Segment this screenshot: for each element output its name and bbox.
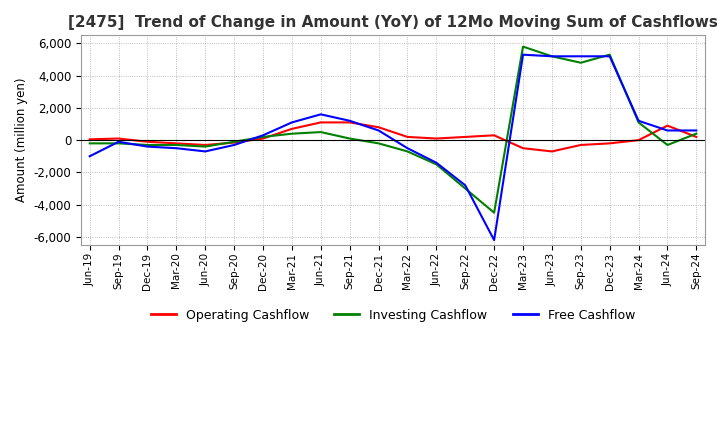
Investing Cashflow [374,141,383,146]
Investing Cashflow [663,143,672,148]
Operating Cashflow [518,146,527,151]
Free Cashflow [258,133,267,138]
Free Cashflow [374,128,383,133]
Investing Cashflow [258,134,267,139]
Investing Cashflow [86,141,94,146]
Investing Cashflow [403,149,412,154]
Y-axis label: Amount (million yen): Amount (million yen) [15,78,28,202]
Free Cashflow [403,146,412,151]
Free Cashflow [663,128,672,133]
Operating Cashflow [577,143,585,148]
Free Cashflow [548,54,557,59]
Operating Cashflow [258,136,267,141]
Legend: Operating Cashflow, Investing Cashflow, Free Cashflow: Operating Cashflow, Investing Cashflow, … [146,304,640,327]
Investing Cashflow [577,60,585,66]
Investing Cashflow [287,131,296,136]
Free Cashflow [518,52,527,57]
Free Cashflow [287,120,296,125]
Operating Cashflow [490,133,498,138]
Operating Cashflow [114,136,123,141]
Investing Cashflow [432,161,441,167]
Investing Cashflow [230,139,238,144]
Investing Cashflow [461,186,469,191]
Free Cashflow [432,160,441,165]
Investing Cashflow [114,141,123,146]
Operating Cashflow [634,138,643,143]
Investing Cashflow [201,144,210,149]
Investing Cashflow [548,54,557,59]
Free Cashflow [346,118,354,124]
Investing Cashflow [692,131,701,136]
Free Cashflow [490,238,498,243]
Free Cashflow [230,143,238,148]
Investing Cashflow [317,129,325,135]
Investing Cashflow [606,52,614,57]
Line: Investing Cashflow: Investing Cashflow [90,47,696,213]
Free Cashflow [143,144,152,149]
Investing Cashflow [143,143,152,148]
Free Cashflow [201,149,210,154]
Operating Cashflow [692,134,701,139]
Operating Cashflow [317,120,325,125]
Operating Cashflow [374,125,383,130]
Free Cashflow [606,54,614,59]
Line: Operating Cashflow: Operating Cashflow [90,122,696,151]
Free Cashflow [172,146,181,151]
Operating Cashflow [403,134,412,139]
Investing Cashflow [518,44,527,49]
Free Cashflow [577,54,585,59]
Operating Cashflow [172,141,181,146]
Free Cashflow [317,112,325,117]
Free Cashflow [86,154,94,159]
Free Cashflow [634,118,643,124]
Operating Cashflow [86,137,94,142]
Operating Cashflow [606,141,614,146]
Operating Cashflow [287,126,296,132]
Operating Cashflow [143,139,152,144]
Operating Cashflow [230,140,238,145]
Free Cashflow [461,183,469,188]
Operating Cashflow [461,134,469,139]
Operating Cashflow [548,149,557,154]
Line: Free Cashflow: Free Cashflow [90,55,696,240]
Operating Cashflow [346,120,354,125]
Free Cashflow [692,128,701,133]
Operating Cashflow [663,123,672,128]
Operating Cashflow [432,136,441,141]
Investing Cashflow [172,143,181,148]
Investing Cashflow [634,120,643,125]
Operating Cashflow [201,143,210,148]
Title: [2475]  Trend of Change in Amount (YoY) of 12Mo Moving Sum of Cashflows: [2475] Trend of Change in Amount (YoY) o… [68,15,718,30]
Free Cashflow [114,139,123,144]
Investing Cashflow [346,136,354,141]
Investing Cashflow [490,210,498,215]
